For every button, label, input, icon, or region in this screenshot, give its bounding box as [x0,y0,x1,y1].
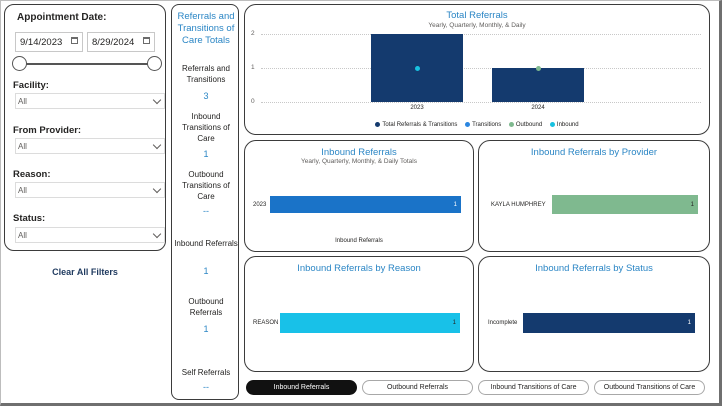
reason-label: Reason: [13,169,51,180]
total-value: 1 [203,266,209,276]
total-referrals-subtitle: Yearly, Quarterly, Monthly, & Daily [428,22,526,29]
provider-bar[interactable] [552,195,698,214]
appointment-date-label: Appointment Date: [17,12,107,23]
status-dropdown[interactable]: All [15,227,165,243]
total-label: Self Referrals [181,368,231,377]
tab-inbound-referrals[interactable]: Inbound Referrals [246,380,357,395]
total-label: Outbound Referrals [188,297,224,317]
reason-bar[interactable] [280,313,460,333]
legend-swatch [549,122,555,127]
legend-swatch [508,122,514,127]
by-reason-card: Inbound Referrals by Reason REASON 1 [244,256,474,372]
date-range-slider[interactable] [22,63,158,65]
status-value: All [18,231,27,240]
from-provider-value: All [18,142,27,151]
total-value: 1 [203,324,209,334]
by-status-card: Inbound Referrals by Status Incomplete 1 [478,256,710,372]
category-label: REASON [253,320,279,326]
calendar-icon[interactable] [143,37,150,44]
y-tick: 0 [251,98,255,105]
total-value: 1 [203,149,209,159]
chevron-down-icon [152,95,162,105]
y-tick: 1 [251,64,255,71]
data-label: 1 [687,320,691,326]
filter-panel: Appointment Date: 9/14/2023 8/29/2024 Fa… [4,4,166,251]
end-date-input[interactable]: 8/29/2024 [87,32,155,52]
calendar-icon[interactable] [71,37,78,44]
facility-label: Facility: [13,80,49,91]
inbound-referrals-title: Inbound Referrals [321,147,397,158]
outbound-point-2024[interactable] [535,65,541,71]
totals-panel: Referrals and Transitions of Care Totals… [171,4,239,400]
by-provider-title: Inbound Referrals by Provider [530,147,658,158]
legend-label: Total Referrals & Transitions [382,122,458,128]
inbound-referrals-card: Inbound Referrals Yearly, Quarterly, Mon… [244,140,474,252]
total-label: Inbound Transitions of Care [182,112,230,143]
total-label: Inbound Referrals [174,239,238,248]
legend-label: Inbound [556,122,579,128]
facility-dropdown[interactable]: All [15,93,165,109]
by-reason-title: Inbound Referrals by Reason [297,263,421,274]
data-label: 1 [453,202,457,208]
data-label: 1 [452,320,456,326]
slider-end-handle[interactable] [147,56,162,71]
end-date-value: 8/29/2024 [92,37,135,48]
legend-label: Outbound [515,122,543,128]
y-tick: 2 [251,30,255,37]
chevron-down-icon [152,184,162,194]
chevron-down-icon [152,140,162,150]
status-label: Status: [13,213,46,224]
tab-inbound-transitions[interactable]: Inbound Transitions of Care [478,380,589,395]
inbound-referrals-bar[interactable] [270,196,461,213]
clear-all-filters-button[interactable]: Clear All Filters [52,267,118,277]
start-date-input[interactable]: 9/14/2023 [15,32,83,52]
total-referrals-title: Total Referrals [446,10,508,21]
total-value: -- [203,206,209,216]
legend-item[interactable]: Total Referrals & Transitions [375,122,457,128]
legend-label: Transitions [472,122,502,128]
tab-outbound-referrals[interactable]: Outbound Referrals [362,380,473,395]
legend-item[interactable]: Outbound [508,122,543,128]
reason-value: All [18,186,27,195]
reason-dropdown[interactable]: All [15,182,165,198]
total-label: Referrals and Transitions [181,64,231,84]
data-label: 1 [690,202,694,208]
total-referrals-card: Total Referrals Yearly, Quarterly, Month… [244,4,710,135]
from-provider-label: From Provider: [13,125,82,136]
chart-legend: Total Referrals & Transitions Transition… [245,122,709,128]
x-tick: 2024 [531,105,545,111]
chevron-down-icon [152,229,162,239]
total-value: 3 [203,91,209,101]
legend-swatch [465,122,471,127]
gridline [261,102,701,103]
category-label: Incomplete [488,320,518,326]
by-provider-card: Inbound Referrals by Provider KAYLA HUMP… [478,140,710,252]
x-axis-label: Inbound Referrals [335,238,383,244]
total-value: -- [203,382,209,392]
legend-item[interactable]: Transitions [465,122,501,128]
total-label: Outbound Transitions of Care [182,170,230,201]
status-bar[interactable] [523,313,695,333]
from-provider-dropdown[interactable]: All [15,138,165,154]
gridline [261,34,701,35]
by-status-title: Inbound Referrals by Status [535,263,653,274]
start-date-value: 9/14/2023 [20,37,63,48]
inbound-point-2023[interactable] [414,65,420,71]
totals-title: Referrals and Transitions of Care Totals [177,11,235,46]
legend-item[interactable]: Inbound [549,122,579,128]
legend-swatch [375,122,381,127]
inbound-referrals-subtitle: Yearly, Quarterly, Monthly, & Daily Tota… [301,158,417,165]
slider-start-handle[interactable] [12,56,27,71]
category-label: 2023 [253,202,267,208]
gridline [261,68,701,69]
bar-2024[interactable] [492,68,584,102]
category-label: KAYLA HUMPHREY [491,202,546,208]
x-tick: 2023 [410,105,424,111]
tab-outbound-transitions[interactable]: Outbound Transitions of Care [594,380,705,395]
facility-value: All [18,97,27,106]
